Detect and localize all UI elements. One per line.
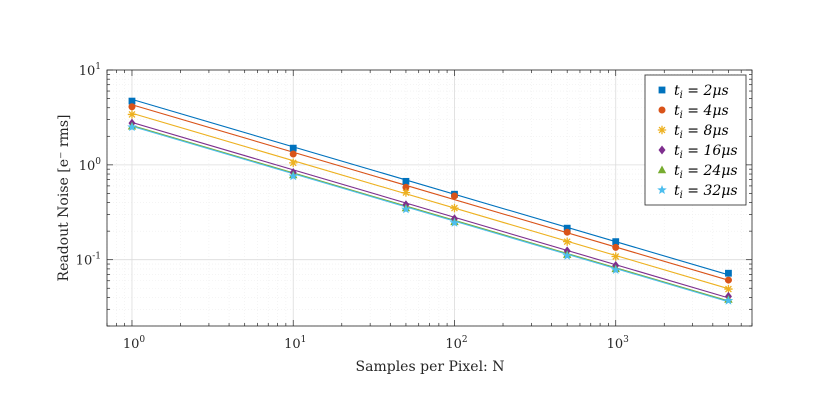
legend-var: t [674,143,680,159]
x-axis-label: Samples per Pixel: N [356,359,505,375]
legend-value: = 4μs [683,103,729,119]
data-point [128,97,136,105]
fit-line [131,121,729,299]
data-point [402,183,410,191]
legend-box [644,74,747,206]
data-point [127,110,137,119]
legend-value: = 2μs [683,83,729,99]
legend-var: t [674,123,680,139]
legend-marker [657,185,667,195]
y-tick-label: 100 [79,157,102,174]
legend-marker [657,125,667,135]
legend-value: = 16μs [683,143,738,159]
x-tick-base: 10 [607,337,624,352]
y-tick-base: 10 [79,159,96,174]
legend-label: ti = 8μs [674,123,729,141]
x-tick-exponent: 1 [301,335,307,345]
data-point [562,250,572,260]
x-tick-label: 101 [284,335,306,352]
data-point [401,188,411,197]
legend-label: ti = 24μs [674,163,738,181]
x-tick-labels: 100 101 102 103 [123,335,629,352]
legend-value: = 32μs [683,183,738,199]
legend-subscript: i [680,190,683,201]
data-point [289,144,297,152]
fit-line [131,112,729,290]
data-point [563,224,571,232]
legend-var: t [674,83,680,99]
legend-subscript: i [680,90,683,101]
data-point [450,203,459,213]
data-point [563,228,571,236]
data-point [612,243,620,251]
fit-line [131,124,729,302]
legend-subscript: i [680,130,683,141]
x-tick-exponent: 2 [462,335,468,345]
x-tick-label: 103 [607,335,630,352]
legend-marker [657,165,667,174]
data-point [401,204,411,214]
data-point [724,284,733,294]
legend-marker [658,86,666,94]
legend-label: ti = 4μs [674,103,729,121]
data-point [402,177,410,185]
legend-label: ti = 2μs [674,83,729,101]
x-tick-label: 100 [123,335,146,352]
data-point [449,217,460,227]
y-tick-exponent: -1 [92,252,101,262]
fit-lines [131,98,729,303]
y-tick-exponent: 0 [95,157,101,167]
data-point [289,158,298,168]
data-point [450,192,458,200]
data-point [562,237,572,246]
fit-line [131,125,729,303]
fit-line [131,104,729,281]
y-tick-label: 101 [79,62,101,79]
x-tick-base: 10 [123,337,140,352]
y-tick-exponent: 1 [95,62,101,72]
data-point [612,238,620,246]
data-point [289,150,297,158]
legend-value: = 8μs [683,123,729,139]
y-axis-label: Readout Noise [e⁻ rms] [56,115,72,282]
data-point [128,103,136,111]
data-point [611,252,620,261]
data-point [724,276,732,284]
legend-label: ti = 16μs [674,143,738,161]
x-tick-label: 102 [445,335,467,352]
data-point [723,295,734,305]
data-point [725,269,732,277]
legend-marker [658,145,666,155]
data-point [127,122,137,132]
y-tick-base: 10 [79,64,96,79]
legend-value: = 24μs [683,163,738,179]
data-markers [127,97,734,305]
legend-label: ti = 32μs [674,183,738,201]
x-tick-exponent: 0 [139,335,145,345]
legend-subscript: i [680,110,683,121]
fit-line [131,98,729,276]
legend-var: t [674,163,680,179]
y-tick-base: 10 [76,254,93,269]
x-tick-base: 10 [445,337,462,352]
data-point [288,171,298,181]
x-tick-base: 10 [284,337,301,352]
legend-subscript: i [680,170,683,181]
legend-subscript: i [680,150,683,161]
y-tick-label: 10-1 [76,252,101,269]
legend-var: t [674,183,680,199]
legend-marker [658,106,666,114]
data-point [610,264,621,274]
legend-var: t [674,103,680,119]
axis-ticks [106,69,753,327]
x-tick-exponent: 3 [623,335,629,345]
